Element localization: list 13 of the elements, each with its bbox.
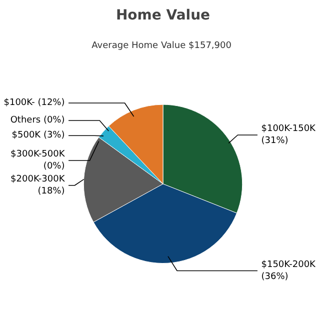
slice-label: $100K- (12%) [4, 98, 65, 108]
text: (0%) [43, 162, 65, 172]
chart-title: Home Value [116, 8, 210, 24]
chart-subtitle: Average Home Value $157,900 [92, 40, 232, 51]
data-label: (18%) [38, 186, 65, 196]
data-label: (36%) [261, 272, 288, 282]
legend-label: $300K-500K [10, 150, 66, 160]
slice-label: $150K-200K [261, 260, 317, 270]
slice-label: $500K (3%) [12, 130, 65, 141]
slice-label: $200K-300K [10, 174, 66, 184]
legend-label: Others (0%) [10, 115, 65, 126]
data-label: (31%) [261, 136, 288, 146]
slice-label: $100K-150K [261, 124, 317, 134]
